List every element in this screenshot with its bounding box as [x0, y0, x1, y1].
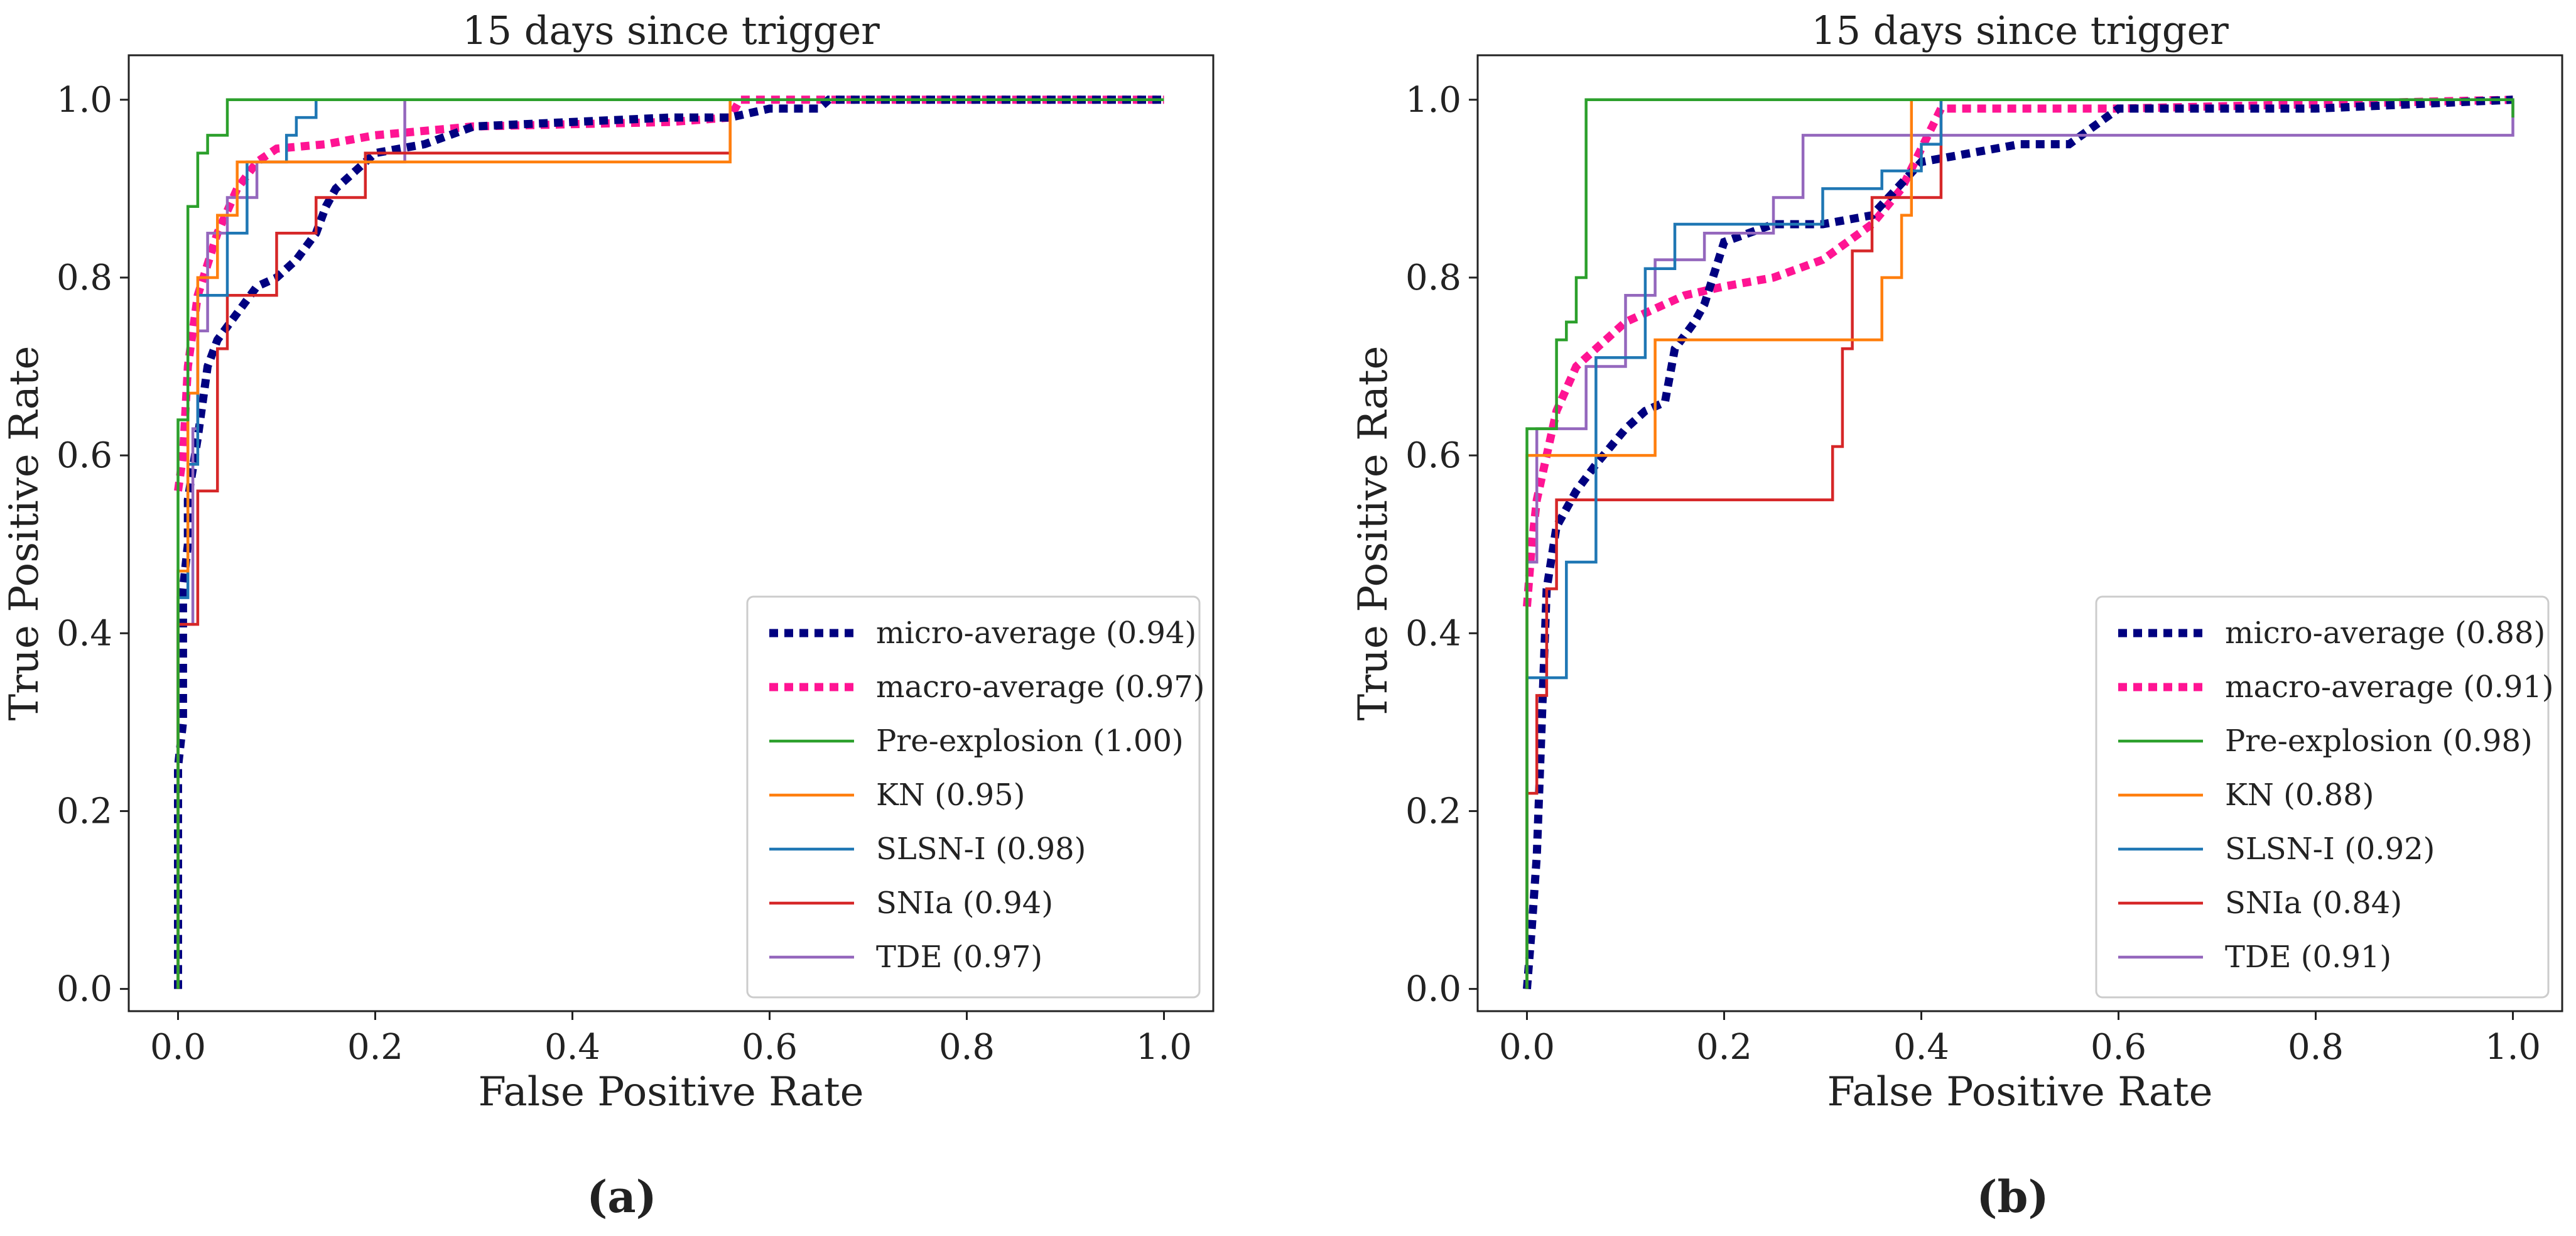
series-line-snia-0-94 — [176, 98, 1164, 989]
x-tick-label: 0.2 — [347, 1027, 403, 1068]
legend-entry-slsn-i-0-98: SLSN-I (0.98) — [876, 832, 1086, 867]
legend-entry-pre-explosion-1-00: Pre-explosion (1.00) — [876, 724, 1184, 759]
x-tick-label: 0.8 — [939, 1027, 995, 1068]
legend-entry-snia-0-94: SNIa (0.94) — [876, 886, 1053, 921]
plot-frame — [1476, 54, 2563, 1012]
panel-label: (b) — [1976, 1171, 2048, 1223]
legend-entry-snia-0-84: SNIa (0.84) — [2225, 886, 2402, 921]
series-line-slsn-i-0-92 — [1525, 98, 2513, 989]
y-axis-label: True Positive Rate — [1, 346, 48, 721]
y-tick-label: 0.4 — [1405, 613, 1461, 654]
y-tick-label: 1.0 — [1405, 80, 1461, 121]
legend-entry-micro-average-0-88: micro-average (0.88) — [2225, 615, 2545, 651]
y-tick-label: 0.2 — [1405, 791, 1461, 832]
x-tick-label: 0.4 — [1893, 1027, 1949, 1068]
x-tick-label: 1.0 — [2485, 1027, 2541, 1068]
panel-b: 15 days since trigger 0.0 0.2 0.4 0.6 0.8 1.0 0… — [1350, 8, 2563, 1223]
legend: micro-average (0.94) macro-average (0.97)… — [746, 595, 1205, 999]
chart-title: 15 days since trigger — [1811, 8, 2229, 53]
legend-box — [2095, 595, 2550, 999]
y-tick-label: 0.2 — [57, 791, 112, 832]
x-tick-label: 0.6 — [742, 1027, 798, 1068]
x-tick-label: 0.4 — [544, 1027, 600, 1068]
x-axis-label: False Positive Rate — [1827, 1069, 2212, 1115]
y-tick-label: 0.4 — [57, 613, 112, 654]
legend-entry-kn-0-88: KN (0.88) — [2225, 778, 2374, 813]
legend-entry-macro-average-0-97: macro-average (0.97) — [876, 670, 1205, 705]
y-axis-label: True Positive Rate — [1350, 346, 1397, 721]
chart-title: 15 days since trigger — [462, 8, 880, 53]
legend: micro-average (0.88) macro-average (0.91)… — [2095, 595, 2554, 999]
y-tick-label: 0.8 — [1405, 258, 1461, 298]
y-tick-label: 0.0 — [1405, 969, 1461, 1010]
series-line-kn-0-95 — [176, 98, 1164, 989]
series-line-kn-0-88 — [1525, 98, 2513, 989]
x-axis-label: False Positive Rate — [478, 1069, 863, 1115]
legend-entry-macro-average-0-91: macro-average (0.91) — [2225, 670, 2554, 705]
x-tick-label: 0.8 — [2288, 1027, 2344, 1068]
x-tick-label: 0.6 — [2091, 1027, 2146, 1068]
series-line-pre-explosion-0-98 — [1525, 98, 2514, 989]
x-tick-label: 0.2 — [1696, 1027, 1752, 1068]
y-tick-label: 0.8 — [57, 258, 112, 298]
plot-frame — [127, 54, 1215, 1012]
x-tick-label: 1.0 — [1136, 1027, 1192, 1068]
legend-entry-slsn-i-0-92: SLSN-I (0.92) — [2225, 832, 2435, 867]
legend-entry-kn-0-95: KN (0.95) — [876, 778, 1025, 813]
series-line-pre-explosion-1-00 — [176, 98, 1164, 989]
x-tick-label: 0.0 — [150, 1027, 206, 1068]
x-tick-label: 0.0 — [1499, 1027, 1555, 1068]
legend-entry-tde-0-97: TDE (0.97) — [876, 940, 1042, 975]
legend-entry-micro-average-0-94: micro-average (0.94) — [876, 615, 1196, 651]
y-tick-label: 0.0 — [57, 969, 112, 1010]
y-tick-label: 0.6 — [1405, 435, 1461, 476]
panel-a: 15 days since trigger 0.0 0.2 0.4 0.6 0.8 1.0 0… — [1, 8, 1215, 1223]
series-line-snia-0-84 — [1525, 98, 2513, 989]
panel-label: (a) — [587, 1171, 657, 1223]
legend-entry-pre-explosion-0-98: Pre-explosion (0.98) — [2225, 724, 2533, 759]
y-tick-label: 0.6 — [57, 435, 112, 476]
legend-entry-tde-0-91: TDE (0.91) — [2225, 940, 2391, 975]
legend-box — [746, 595, 1201, 999]
y-tick-label: 1.0 — [57, 80, 112, 121]
